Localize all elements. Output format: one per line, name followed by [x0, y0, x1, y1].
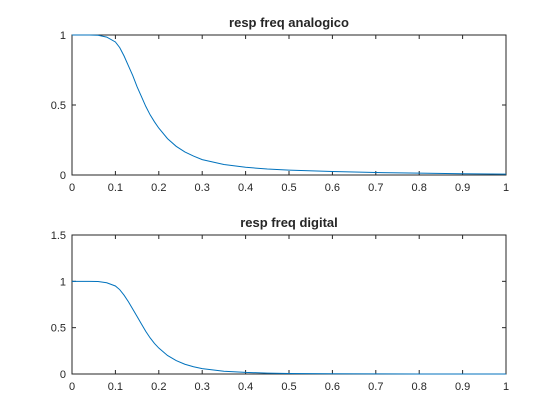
x-tick-label: 0.8 [412, 381, 427, 393]
x-tick-label: 0.3 [195, 381, 210, 393]
y-tick-label: 0.5 [51, 100, 66, 112]
x-tick-label: 0 [69, 182, 75, 194]
x-tick-label: 0.3 [195, 182, 210, 194]
x-tick-label: 0.8 [412, 182, 427, 194]
x-tick-label: 0.6 [325, 182, 340, 194]
subplot-title: resp freq analogico [229, 15, 349, 30]
subplot-title: resp freq digital [240, 215, 338, 230]
x-tick-label: 0.1 [108, 182, 123, 194]
x-tick-label: 0.9 [455, 182, 470, 194]
x-tick-label: 0 [69, 381, 75, 393]
subplot-digital-response: resp freq digital 0 0.1 0.2 0.3 0.4 0.5 0.6 0.7… [51, 215, 509, 393]
x-tick-label: 0.5 [281, 381, 296, 393]
y-tick-label: 1 [60, 276, 66, 288]
x-tick-label: 0.4 [238, 381, 253, 393]
y-tick-label: 0 [60, 170, 66, 182]
x-tick-label: 0.4 [238, 182, 253, 194]
x-tick-label: 0.7 [368, 381, 383, 393]
y-tick-label: 1.5 [51, 230, 66, 242]
y-tick-label: 1 [60, 30, 66, 42]
x-tick-label: 0.5 [281, 182, 296, 194]
x-tick-label: 0.9 [455, 381, 470, 393]
series-line [72, 280, 506, 375]
x-tick-label: 0.6 [325, 381, 340, 393]
x-tick-label: 1 [503, 381, 509, 393]
x-tick-label: 0.2 [151, 182, 166, 194]
plot-area [71, 234, 507, 375]
series-line [72, 34, 507, 175]
x-tick-label: 1 [503, 182, 509, 194]
x-tick-label: 0.2 [151, 381, 166, 393]
x-tick-label: 0.7 [368, 182, 383, 194]
y-tick-label: 0 [60, 369, 66, 381]
y-tick-label: 0.5 [51, 323, 66, 335]
subplot-analog-response: resp freq analogico 0 0.1 0.2 0.3 0.4 0.5 0.6 0… [51, 15, 509, 194]
x-tick-label: 0.1 [108, 381, 123, 393]
plot-area [71, 34, 507, 176]
